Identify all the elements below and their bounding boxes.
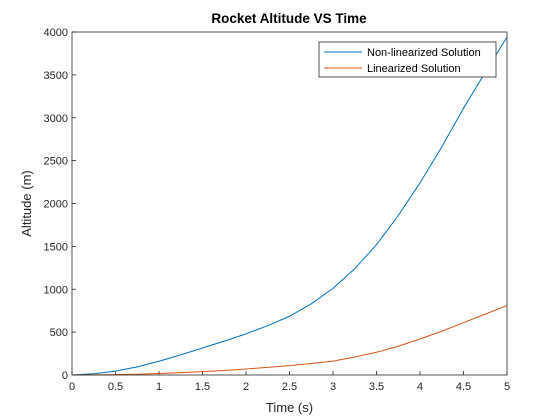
y-tick-label: 1000 [44, 284, 68, 296]
y-tick-label: 3000 [44, 113, 68, 125]
y-tick-label: 0 [62, 370, 68, 382]
x-tick-label: 3.5 [369, 381, 384, 393]
y-tick-label: 2000 [44, 199, 68, 211]
y-tick-label: 2500 [44, 156, 68, 168]
legend: Non-linearized Solution Linearized Solut… [318, 41, 497, 78]
x-tick-label: 2 [243, 381, 249, 393]
series-nonlinearized-line [71, 36, 508, 376]
y-tick-label: 1500 [44, 241, 68, 253]
y-axis-label: Altitude (m) [19, 170, 34, 236]
legend-box [318, 41, 497, 78]
x-tick-label: 5 [504, 381, 510, 393]
series-linearized-line [71, 305, 508, 376]
x-tick-label: 0.5 [108, 381, 123, 393]
legend-label-nonlinearized: Non-linearized Solution [367, 47, 481, 59]
x-tick-label: 4 [417, 381, 423, 393]
x-axis-label: Time (s) [266, 400, 313, 415]
y-tick-label: 3500 [44, 70, 68, 82]
x-tick-label: 1 [156, 381, 162, 393]
axes-box [71, 31, 508, 376]
x-tick-label: 4.5 [456, 381, 471, 393]
y-tick-label: 4000 [44, 27, 68, 39]
x-axis: 0 0.5 1 1.5 2 2.5 3 3.5 4 4.5 5 [69, 371, 510, 393]
x-tick-label: 0 [69, 381, 75, 393]
x-tick-label: 1.5 [195, 381, 210, 393]
x-tick-label: 3 [330, 381, 336, 393]
plot-area [72, 32, 507, 375]
y-tick-label: 500 [50, 327, 68, 339]
plot-background [72, 32, 507, 375]
chart-title: Rocket Altitude VS Time [211, 11, 367, 26]
series-layer [71, 36, 508, 376]
x-tick-label: 2.5 [282, 381, 297, 393]
legend-label-linearized: Linearized Solution [367, 63, 461, 75]
y-axis: 0 500 1000 1500 2000 2500 3000 3500 4000 [44, 27, 76, 382]
